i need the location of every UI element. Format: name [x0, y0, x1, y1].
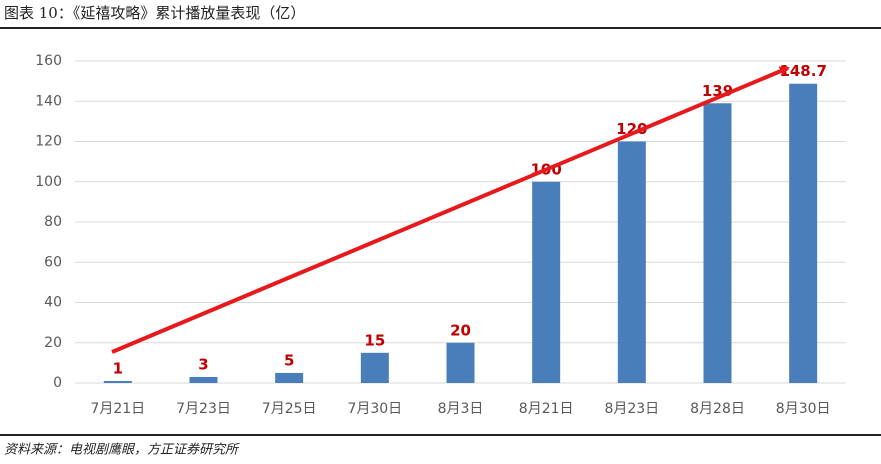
- x-tick-label: 8月30日: [776, 401, 831, 417]
- bar: [275, 372, 304, 383]
- bar: [703, 103, 732, 383]
- bar: [532, 181, 561, 383]
- value-label: 15: [364, 331, 385, 349]
- y-tick-label: 60: [44, 254, 62, 270]
- value-label: 1: [113, 359, 123, 377]
- bar: [360, 352, 389, 383]
- y-tick-label: 80: [44, 214, 62, 230]
- x-tick-label: 7月23日: [176, 401, 231, 417]
- chart-title: 图表 10：《延禧攻略》累计播放量表现（亿）: [4, 4, 305, 22]
- x-tick-label: 7月21日: [90, 401, 145, 417]
- value-label: 5: [284, 351, 294, 369]
- y-tick-label: 120: [35, 134, 62, 150]
- x-tick-label: 8月28日: [690, 401, 745, 417]
- x-tick-label: 7月30日: [347, 401, 402, 417]
- source-note: 资料来源：电视剧鹰眼，方正证券研究所: [4, 442, 240, 458]
- y-tick-label: 0: [53, 375, 62, 391]
- x-tick-label: 8月3日: [438, 401, 484, 417]
- y-tick-label: 100: [35, 174, 62, 190]
- y-tick-label: 40: [44, 295, 62, 311]
- bar: [789, 83, 818, 384]
- y-tick-label: 20: [44, 335, 62, 351]
- x-tick-label: 8月21日: [519, 401, 574, 417]
- bar: [446, 342, 475, 383]
- trend-arrow: [111, 66, 790, 354]
- bar: [103, 380, 132, 383]
- value-label: 148.7: [779, 62, 826, 80]
- x-tick-label: 8月23日: [604, 401, 659, 417]
- value-label: 120: [616, 120, 647, 138]
- value-label: 20: [450, 321, 471, 339]
- y-tick-label: 140: [35, 93, 62, 109]
- y-tick-label: 160: [35, 53, 62, 69]
- bar: [617, 141, 646, 383]
- value-label: 3: [198, 355, 208, 373]
- bar: [189, 376, 218, 383]
- x-tick-label: 7月25日: [262, 401, 317, 417]
